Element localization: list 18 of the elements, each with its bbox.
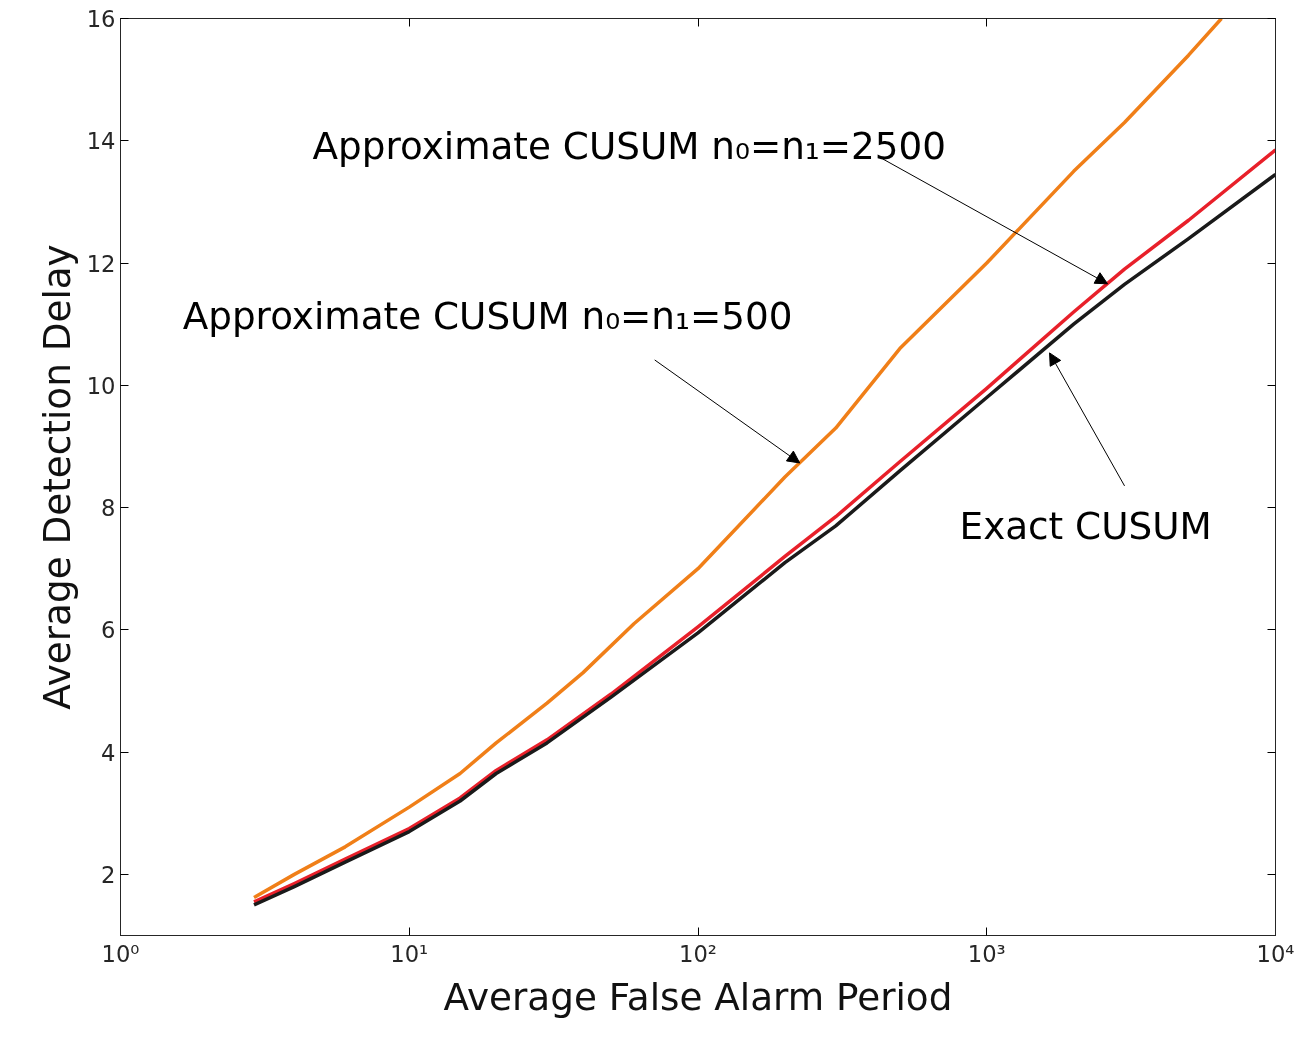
y-tick-label: 16 <box>86 6 116 32</box>
y-tick-label: 14 <box>86 128 116 155</box>
x-tick-label: 10¹ <box>390 940 429 967</box>
annotation: Approximate CUSUM n₀=n₁=500 <box>182 293 793 338</box>
y-tick-label: 12 <box>86 250 116 277</box>
x-tick-label: 10³ <box>967 940 1006 967</box>
y-tick-label: 4 <box>101 739 116 766</box>
y-tick-label: 10 <box>86 372 116 399</box>
y-tick-label: 2 <box>101 861 116 888</box>
x-tick-label: 10⁴ <box>1256 940 1295 967</box>
x-tick-label: 10⁰ <box>101 940 140 967</box>
y-tick-label: 8 <box>101 495 116 522</box>
x-tick-label: 10² <box>679 940 717 967</box>
y-tick-label: 6 <box>101 617 116 644</box>
x-axis-title: Average False Alarm Period <box>443 974 953 1019</box>
y-axis-title: Average Detection Delay <box>34 244 79 710</box>
annotation: Approximate CUSUM n₀=n₁=2500 <box>312 123 947 168</box>
annotation: Exact CUSUM <box>959 503 1212 548</box>
